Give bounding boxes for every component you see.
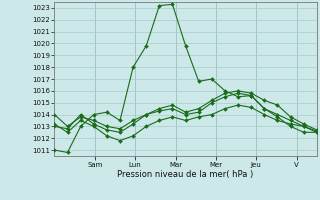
X-axis label: Pression niveau de la mer( hPa ): Pression niveau de la mer( hPa ) [117, 170, 254, 179]
